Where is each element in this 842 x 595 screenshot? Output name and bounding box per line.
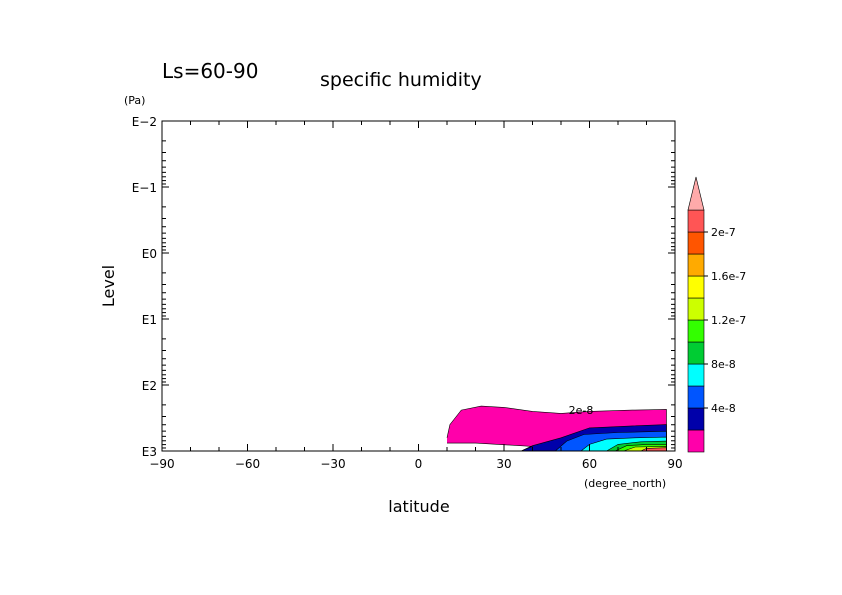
y-tick-label: E−1	[132, 181, 157, 195]
y-axis-unit: (Pa)	[124, 94, 145, 107]
colorbar-swatch-5	[687, 319, 705, 343]
x-axis-unit: (degree_north)	[584, 477, 666, 490]
x-tick-label: −60	[235, 457, 260, 471]
contour-line-level-10	[640, 447, 667, 452]
colorbar-label: 2e-7	[711, 226, 736, 239]
x-axis-label: latitude	[388, 497, 449, 516]
colorbar-swatch-1	[687, 407, 705, 431]
x-tick-label: 30	[496, 457, 511, 471]
colorbar-swatch-0	[687, 429, 705, 453]
y-tick-label: E2	[142, 379, 157, 393]
contour-line-level-2	[555, 430, 667, 452]
contour-line-level-1	[520, 424, 667, 452]
contour-line-level-0	[446, 405, 667, 452]
contour-lines	[446, 405, 667, 452]
colorbar-swatch-4	[687, 341, 705, 365]
contour-line-level-3	[580, 436, 667, 452]
x-axis-ticks: −90 −60 −30 0 30 60 90	[149, 121, 683, 471]
contour-value-label: 2e-8	[569, 404, 594, 417]
colorbar-swatch-9	[687, 231, 705, 255]
colorbar-label: 1.2e-7	[711, 314, 746, 327]
y-tick-label: E0	[142, 247, 157, 261]
colorbar: 4e-8 8e-8 1.2e-7 1.6e-7 2e-7	[687, 176, 746, 453]
x-tick-label: −30	[320, 457, 345, 471]
x-tick-label: 60	[582, 457, 597, 471]
x-tick-label: −90	[149, 457, 174, 471]
colorbar-label: 8e-8	[711, 358, 736, 371]
colorbar-extend-arrow	[687, 176, 705, 211]
y-axis-ticks: E−2 E−1 E0 E1 E2 E3	[132, 115, 675, 459]
y-axis-label: Level	[99, 265, 118, 307]
colorbar-swatch-8	[687, 253, 705, 277]
chart-title: specific humidity	[320, 69, 482, 91]
colorbar-swatch-2	[687, 385, 705, 409]
colorbar-label: 4e-8	[711, 402, 736, 415]
plot-frame	[161, 120, 676, 452]
y-tick-label: E1	[142, 313, 157, 327]
colorbar-swatch-6	[687, 297, 705, 321]
y-tick-label: E−2	[132, 115, 157, 129]
colorbar-swatch-7	[687, 275, 705, 299]
y-tick-label: E3	[142, 445, 157, 459]
colorbar-swatch-3	[687, 363, 705, 387]
colorbar-swatch-10	[687, 209, 705, 233]
x-tick-label: 0	[415, 457, 423, 471]
x-tick-label: 90	[667, 457, 682, 471]
chart-season-label: Ls=60-90	[162, 59, 258, 83]
colorbar-label: 1.6e-7	[711, 270, 746, 283]
